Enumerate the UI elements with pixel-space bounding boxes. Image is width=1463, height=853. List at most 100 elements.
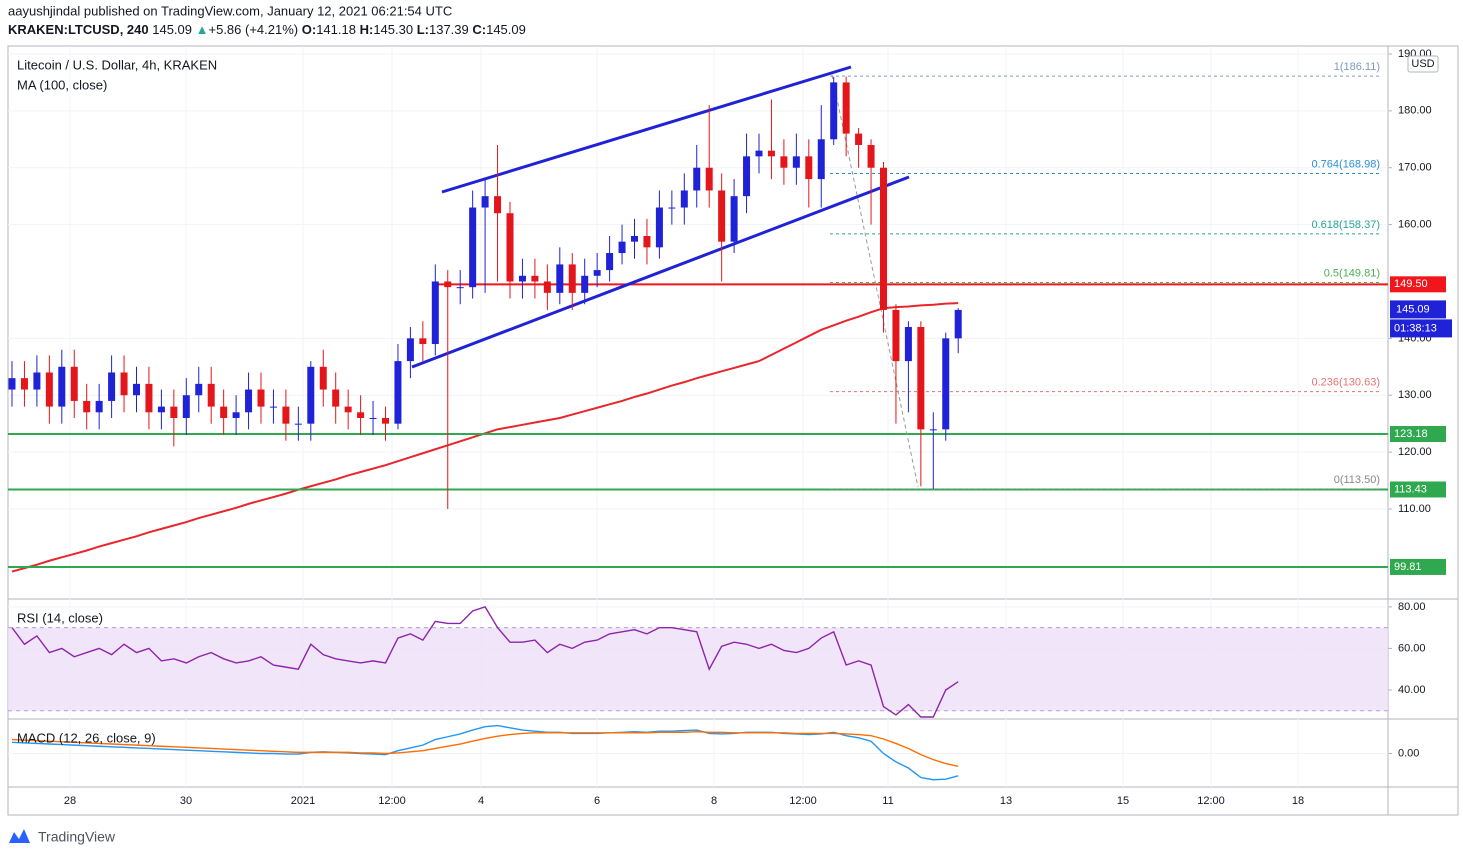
last: 145.09 [152,22,192,37]
candle-body [743,156,751,197]
candle-body [95,400,103,413]
candle-body [8,378,16,390]
candle-body [568,264,576,293]
candle-body [108,372,116,401]
candle-body [33,372,41,390]
x-tick-label: 8 [711,795,717,807]
x-tick-label: 30 [180,795,192,807]
pane-title: MACD (12, 26, close, 9) [17,730,156,745]
ohlc-key: L: [417,22,429,37]
y-tick-label: 180.00 [1398,105,1432,117]
candle-body [929,429,937,431]
x-tick-label: 15 [1117,795,1129,807]
fib-label: 0.236(130.63) [1312,377,1381,389]
x-tick-label: 12:00 [789,795,817,807]
candle-body [332,389,340,407]
y-tick-label: 40.00 [1398,684,1426,696]
candle-body [83,400,91,413]
x-tick-label: 4 [478,795,484,807]
candle-body [693,167,701,191]
symbol: KRAKEN:LTCUSD, 240 [8,22,149,37]
candle-body [855,133,863,145]
level-tag [1390,426,1446,443]
ohlc-key: C: [472,22,486,37]
ohlc-value: 137.39 [429,22,469,37]
currency: USD [1411,58,1434,70]
candle-body [369,417,377,419]
candle-body [556,264,564,293]
candle-body [145,383,153,413]
candle-body [531,275,539,282]
candle-body [805,156,813,180]
rsi-band [8,627,1388,711]
candle-body [631,235,638,242]
ohlc-value: 145.09 [486,22,526,37]
x-tick-label: 2021 [291,795,315,807]
candle-body [133,383,140,396]
candle-body [195,383,203,396]
candle-body [406,338,414,362]
candle-body [718,190,726,242]
candle-body [543,281,551,293]
channel-upper [441,65,852,194]
level-label: 149.50 [1394,278,1428,290]
candle-body [655,207,663,248]
level-tag [1390,558,1446,575]
candle-body [357,412,365,418]
candle-body [830,82,838,140]
candle-body [344,406,352,413]
series-line [11,731,959,768]
candle-body [282,406,290,424]
y-tick-label: 160.00 [1398,219,1432,231]
candle-body [668,207,676,209]
level-label: 113.43 [1394,483,1427,495]
candle-body [506,213,514,282]
candle-body [58,366,66,407]
candle-body [444,281,452,288]
level-tag [1390,481,1446,498]
candle-body [643,235,651,248]
candle-body [817,139,825,180]
last-price-label: 145.09 [1396,303,1430,315]
candle-body [942,338,950,430]
candle-body [269,406,277,408]
candle-body [170,406,178,418]
candle-body [680,190,688,208]
ma-legend: MA (100, close) [17,77,107,92]
candle-body [730,196,738,242]
fib-label: 0.5(149.81) [1324,267,1380,279]
ohlc-value: 145.30 [373,22,413,37]
change: +5.86 (+4.21%) [209,22,299,37]
chart-title: Litecoin / U.S. Dollar, 4h, KRAKEN [17,57,217,72]
x-tick-label: 12:00 [1197,795,1225,807]
ohlc-key: H: [360,22,374,37]
symbol-line: KRAKEN:LTCUSD, 240 145.09 ▲+5.86 (+4.21%… [8,22,526,37]
candle-body [45,372,53,407]
level-tag [1390,276,1446,293]
x-tick-label: 28 [64,795,76,807]
candle-body [257,389,265,407]
candle-body [70,366,78,401]
y-tick-label: 60.00 [1398,642,1426,654]
ohlc-key: O: [302,22,316,37]
y-tick-label: 130.00 [1398,389,1432,401]
currency-box [1407,55,1439,73]
candle-body [394,361,402,424]
candle-body [705,167,713,191]
series-line [11,724,959,781]
candle-body [294,423,302,425]
candle-body [780,156,788,168]
candle-body [792,156,800,168]
fib-label: 0.764(168.98) [1312,158,1381,170]
y-tick-label: 120.00 [1398,446,1432,458]
candle-body [232,412,240,418]
candle-body [581,275,589,293]
candle-body [456,287,464,289]
candle-body [842,82,850,134]
countdown-label: 01:38:13 [1394,322,1437,334]
candle-body [382,417,389,424]
candle-body [207,383,215,407]
candle-body [867,144,875,168]
